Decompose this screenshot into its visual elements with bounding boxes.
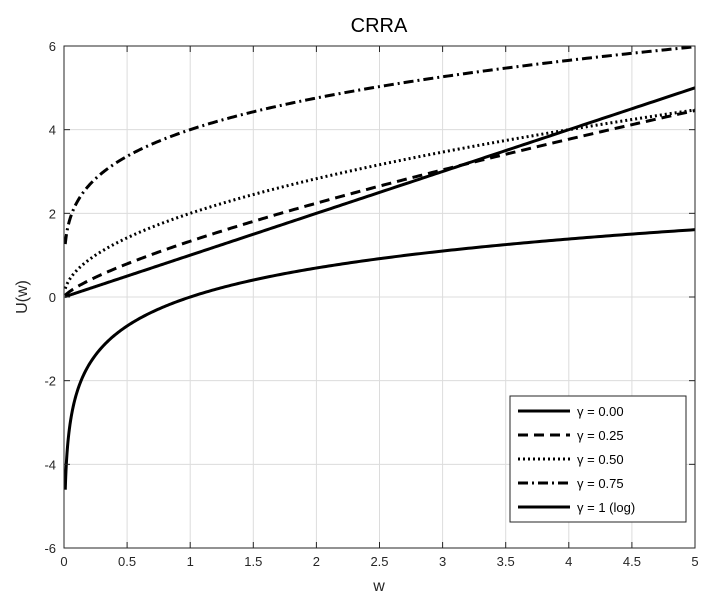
series-2 [63,108,696,291]
y-tick-label: -4 [44,457,56,472]
series-1 [63,109,696,297]
x-tick-label: 1.5 [244,554,262,569]
series-3 [63,45,696,246]
x-tick-label: 4.5 [623,554,641,569]
series-0 [63,86,696,299]
legend: γ = 0.00 γ = 0.25 γ = 0.50 γ = 0.75 γ = 1 (l… [509,395,687,523]
x-tick-label: 1 [187,554,194,569]
x-axis-ticks: 0 0.5 1 1.5 2 2.5 3 3.5 4 4.5 5 [60,46,699,569]
x-tick-label: 2 [313,554,320,569]
legend-label: γ = 1 (log) [577,500,635,515]
y-axis-label: U(w) [14,280,31,314]
series-line [63,228,696,491]
legend-label: γ = 0.25 [577,428,624,443]
y-axis-ticks: -6 -4 -2 0 2 4 6 [44,39,695,556]
y-tick-label: 0 [49,290,56,305]
x-tick-label: 4 [565,554,572,569]
series-line [63,45,696,246]
series-line [63,86,696,299]
x-tick-label: 3 [439,554,446,569]
y-tick-label: 2 [49,206,56,221]
x-tick-label: 0.5 [118,554,136,569]
x-tick-label: 2.5 [370,554,388,569]
x-tick-label: 5 [691,554,698,569]
series-line [63,108,696,291]
x-axis-label: w [372,578,385,595]
series-lines [63,45,696,491]
y-tick-label: 4 [49,123,56,138]
legend-label: γ = 0.50 [577,452,624,467]
y-tick-label: -6 [44,541,56,556]
y-tick-label: 6 [49,39,56,54]
x-tick-label: 3.5 [497,554,515,569]
chart-title: CRRA [351,15,408,37]
legend-label: γ = 0.75 [577,476,624,491]
series-line [63,109,696,297]
legend-label: γ = 0.00 [577,404,624,419]
series-4 [63,228,696,491]
y-tick-label: -2 [44,374,56,389]
x-tick-label: 0 [60,554,67,569]
